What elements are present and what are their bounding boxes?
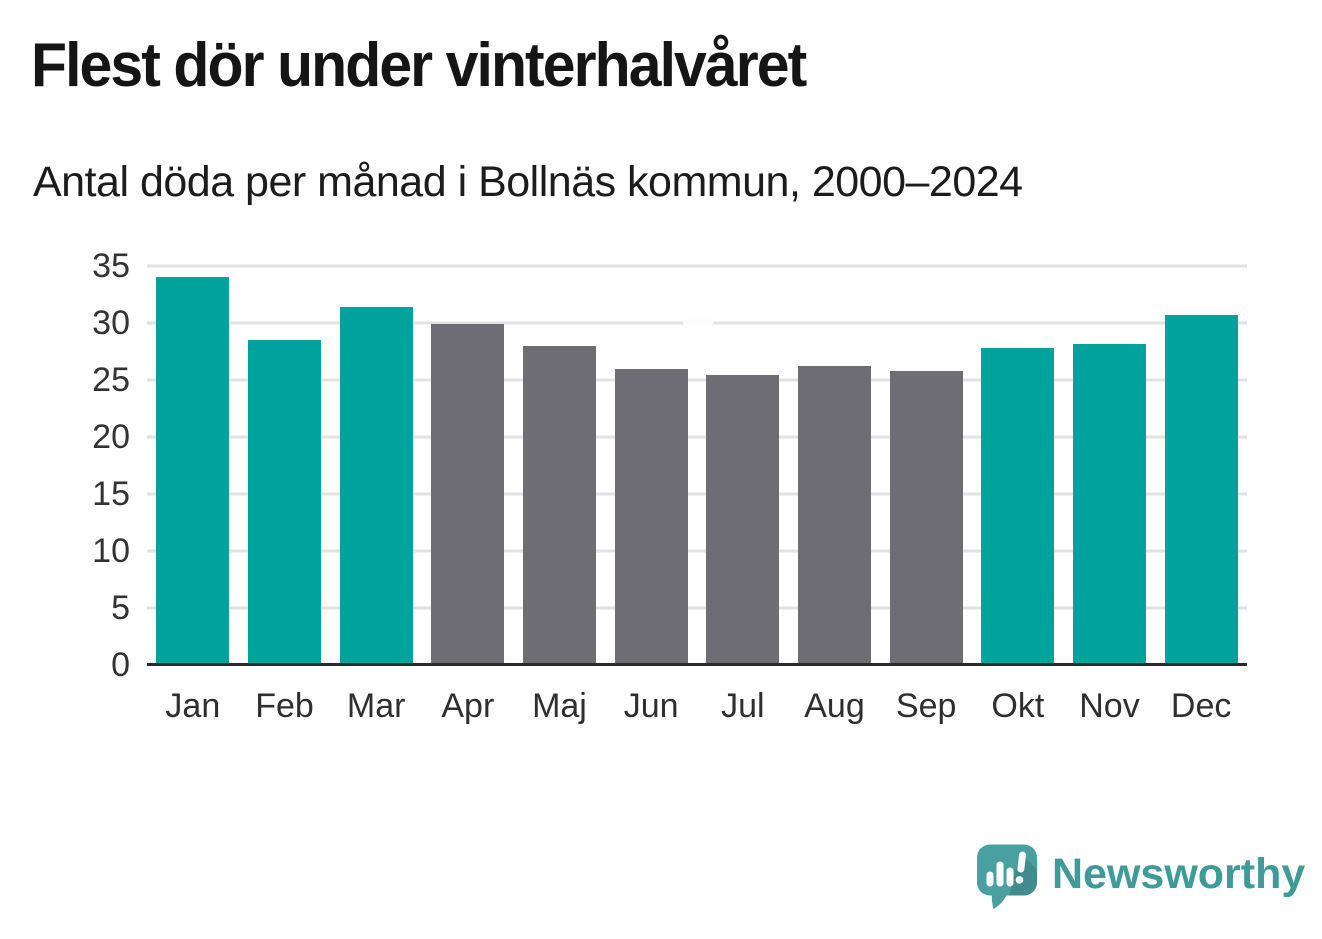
gridline-25 [147,378,1247,382]
bar-dec [1164,315,1238,665]
y-tick-label-25: 25 [92,361,130,399]
y-tick-label-10: 10 [92,532,130,570]
x-tick-label-dec: Dec [1170,687,1232,725]
y-tick-label-5: 5 [111,589,130,627]
x-axis: Jan Feb Mar Apr Maj Jun Jul Aug Sep Okt Nov Dec [147,684,1247,734]
gridline-35 [147,264,1247,268]
bar-nov [1073,343,1146,665]
plot-area [147,264,1247,666]
y-tick-label-35: 35 [92,247,130,285]
bar-jul [706,375,780,665]
x-tick-label-sep: Sep [895,687,957,725]
chart-subtitle: Antal döda per månad i Bollnäs kommun, 2… [33,158,1023,206]
bar-aug [798,366,871,665]
gridline-5 [147,606,1247,610]
x-tick-label-nov: Nov [1079,687,1140,725]
bar-maj [523,345,596,665]
x-tick-label-aug: Aug [804,687,865,725]
gridline-20 [147,435,1247,439]
gridline-10 [147,549,1247,553]
x-tick-label-okt: Okt [991,687,1045,725]
y-tick-label-30: 30 [92,304,130,342]
bar-sep [889,370,963,665]
newsworthy-speech-bubble-icon [977,844,1037,909]
y-axis: 0 5 10 15 20 25 30 35 [55,249,130,682]
x-tick-label-mar: Mar [346,687,406,725]
gridline-15 [147,492,1247,496]
x-tick-label-apr: Apr [441,687,495,725]
y-tick-label-15: 15 [92,475,130,513]
gridline-gap-artifact [683,316,713,327]
x-tick-label-maj: Maj [532,687,587,725]
bar-feb [248,340,321,665]
y-tick-label-0: 0 [111,646,130,684]
newsworthy-logo-text: Newsworthy [1052,850,1306,898]
bar-mar [339,307,413,665]
x-axis-baseline [147,663,1247,666]
bar-jun [614,368,688,665]
bar-okt [981,348,1055,665]
chart-title: Flest dör under vinterhalvåret [31,31,807,100]
bar-apr [431,324,505,665]
x-tick-label-feb: Feb [255,687,314,725]
y-tick-label-20: 20 [92,418,130,456]
x-tick-label-jun: Jun [623,687,679,725]
bar-jan [156,277,230,665]
newsworthy-logo: Newsworthy [976,843,1305,910]
x-tick-label-jan: Jan [165,687,221,725]
x-tick-label-jul: Jul [721,687,765,725]
